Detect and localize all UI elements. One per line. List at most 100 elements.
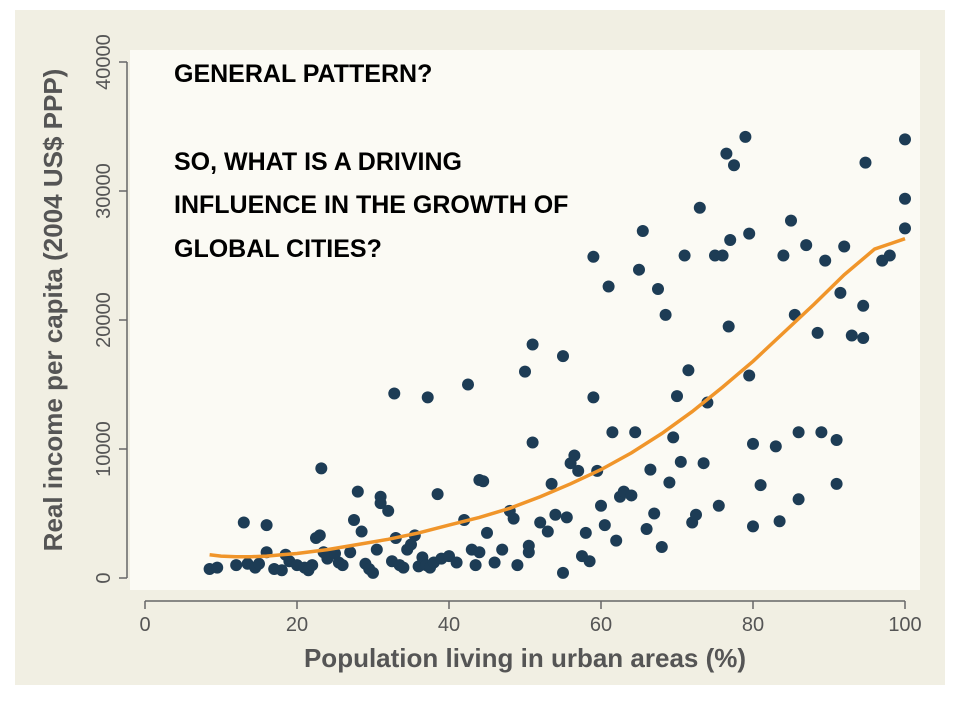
data-point [815,426,828,439]
data-point [716,249,729,262]
y-tick-label: 0 [93,572,115,583]
data-point [511,559,524,572]
data-point [275,564,288,577]
data-point [652,283,664,296]
fit-curve [209,237,906,559]
data-point [526,338,539,351]
data-point [610,534,623,547]
data-point [355,525,368,538]
data-point [522,539,535,552]
data-point [557,350,569,363]
data-point [572,464,585,477]
data-point [481,526,493,539]
data-point [834,286,847,299]
data-point [792,493,805,506]
data-point [640,522,653,535]
data-point [473,546,486,559]
x-tick-label: 0 [139,614,150,636]
data-point [811,326,824,339]
data-point [722,320,735,333]
data-point [211,561,224,574]
data-point [557,566,569,579]
data-point [830,433,843,446]
data-point [747,437,759,450]
data-point [678,249,691,262]
data-point [785,214,797,227]
data-point [496,543,509,556]
data-point [237,516,250,529]
data-point [336,559,349,572]
annotation-line-1: GENERAL PATTERN? [174,60,432,88]
data-point [595,499,607,512]
data-point [374,497,387,510]
data-point [348,513,360,526]
data-point [469,559,482,572]
data-point [633,263,645,276]
data-point [690,508,702,521]
data-point [260,519,273,532]
x-tick-label: 60 [590,614,612,636]
data-point [560,511,573,524]
data-point [857,299,870,312]
data-point [899,222,911,235]
data-point [625,489,638,502]
data-point [644,463,657,476]
data-point [838,240,851,253]
data-point [519,365,531,378]
data-point [792,426,805,439]
data-point [477,475,490,488]
annotation-line-4: GLOBAL CITIES? [174,235,382,263]
x-tick-label: 80 [742,614,764,636]
x-tick-label: 100 [888,614,921,636]
annotation-line-2: SO, WHAT IS A DRIVING [174,148,462,176]
data-point [659,308,672,321]
data-point [351,485,364,498]
data-point [899,192,911,205]
y-axis: 0 10000 20000 30000 40000 [93,34,128,584]
data-point [830,477,843,490]
data-point [421,391,434,404]
data-point [724,234,737,247]
data-point [253,557,265,570]
y-tick-label: 20000 [93,292,115,348]
data-point [534,516,547,529]
data-point [667,431,680,444]
y-tick-label: 40000 [93,34,115,90]
annotation-text: GENERAL PATTERN? SO, WHAT IS A DRIVING I… [174,60,568,263]
x-tick-label: 20 [286,614,308,636]
data-point [663,476,676,489]
data-point [859,156,872,169]
data-point [747,520,759,533]
data-point [743,227,756,240]
data-point [583,555,596,568]
x-tick-label: 40 [438,614,460,636]
data-point [739,130,752,143]
data-point [800,239,813,252]
data-point [450,556,463,569]
data-point [598,519,611,532]
data-point [306,559,319,572]
data-point [315,462,328,475]
data-point [370,543,383,556]
data-point [845,329,858,342]
data-point [773,515,786,528]
y-tick-label: 30000 [93,163,115,219]
data-point [579,526,592,539]
data-point [462,378,474,391]
data-point [682,364,695,377]
data-point [655,541,668,554]
data-point [549,508,562,521]
y-axis-label: Real income per capita (2004 US$ PPP) [38,69,68,552]
y-tick-label: 10000 [93,421,115,477]
data-point [712,499,725,512]
data-point [230,559,243,572]
data-point [488,556,501,569]
data-point [754,479,767,492]
data-point [431,488,444,501]
x-axis-label: Population living in urban areas (%) [304,643,746,673]
data-point [857,332,870,345]
data-point [382,504,395,517]
data-point [541,525,554,538]
data-point [693,201,706,214]
data-point [697,457,710,470]
